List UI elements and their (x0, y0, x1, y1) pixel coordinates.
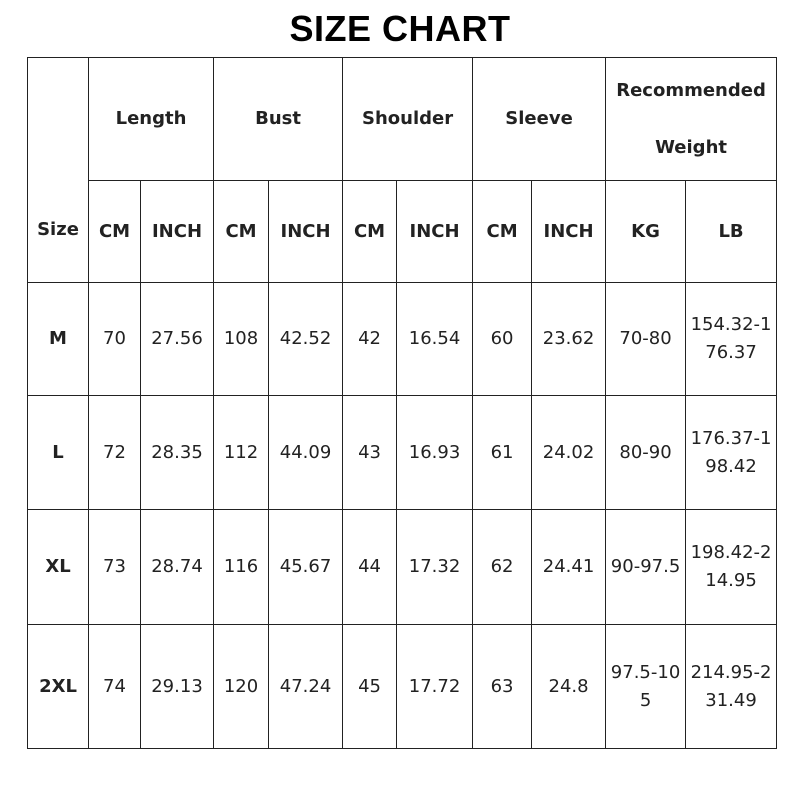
table-cell: 116 (213, 509, 270, 625)
table-cell: 28.35 (139, 395, 215, 510)
size-chart-table: Size Length Bust Shoulder Sleeve Recomme… (27, 57, 778, 749)
table-cell: 74 (88, 624, 141, 749)
page-title: SIZE CHART (289, 8, 511, 49)
table-cell: 24.41 (531, 509, 607, 625)
header-row-groups: Size Length Bust Shoulder Sleeve Recomme… (27, 57, 778, 283)
cell-text: 176.37-198.42 (690, 427, 772, 477)
table-cell: 72 (88, 395, 141, 510)
table-row: L 72 28.35 112 44.09 43 16.93 61 24.02 80-90 176.3… (27, 395, 778, 510)
cell-text: 214.95-231.49 (690, 661, 772, 711)
table-cell: 90-97.5 (605, 509, 687, 625)
header-size: Size (27, 57, 89, 283)
header-recommended-weight: Recommended Weight (605, 57, 778, 181)
table-cell: 112 (213, 395, 270, 510)
header-unit-inch: INCH (531, 180, 607, 283)
table-cell: 70-80 (605, 282, 687, 396)
header-length: Length (87, 57, 215, 181)
table-cell: 23.62 (531, 282, 607, 396)
table-cell: 97.5-105 (605, 624, 687, 749)
header-bust: Bust (213, 57, 344, 181)
header-unit-inch: INCH (139, 180, 215, 283)
cell-text: 80-90 (619, 441, 672, 463)
cell-text: 90-97.5 (610, 556, 681, 577)
table-cell: 17.72 (396, 624, 474, 749)
table-cell: 24.02 (531, 395, 607, 510)
table-cell: 44.09 (268, 395, 344, 510)
table-cell: 28.74 (139, 509, 215, 625)
header-unit-lb: LB (685, 180, 778, 283)
table-cell: 17.32 (396, 509, 474, 625)
header-unit-cm: CM (342, 180, 398, 283)
table-cell: 70 (88, 282, 141, 396)
table-cell: 198.42-214.95 (685, 509, 778, 625)
cell-text: 154.32-176.37 (690, 314, 772, 363)
table-cell: 108 (213, 282, 270, 396)
cell-text: 97.5-105 (610, 661, 681, 711)
table-cell: 154.32-176.37 (685, 282, 778, 396)
header-shoulder: Shoulder (342, 57, 474, 181)
size-label: XL (27, 509, 89, 625)
table-row: XL 73 28.74 116 45.67 44 17.32 62 24.41 90-97.5 19… (27, 509, 778, 625)
table-cell: 16.54 (396, 282, 474, 396)
size-label: 2XL (27, 624, 89, 749)
table-cell: 42 (342, 282, 398, 396)
table-cell: 45.67 (268, 509, 344, 625)
table-cell: 120 (213, 624, 270, 749)
header-row-units: CM INCH CM INCH CM INCH CM INCH KG LB (28, 180, 778, 283)
table-cell: 43 (342, 395, 398, 510)
table-cell: 44 (342, 509, 398, 625)
table-cell: 29.13 (139, 624, 215, 749)
header-unit-inch: INCH (268, 180, 344, 283)
table-cell: 176.37-198.42 (685, 395, 778, 510)
table-cell: 45 (342, 624, 398, 749)
cell-text: 198.42-214.95 (690, 542, 772, 591)
table-cell: 24.8 (531, 624, 607, 749)
table-cell: 214.95-231.49 (685, 624, 778, 749)
table-cell: 42.52 (268, 282, 344, 396)
size-label: L (27, 395, 89, 510)
header-unit-cm: CM (472, 180, 533, 283)
table-cell: 27.56 (139, 282, 215, 396)
cell-text: 70-80 (619, 328, 672, 349)
header-unit-inch: INCH (396, 180, 474, 283)
table-cell: 47.24 (268, 624, 344, 749)
table-cell: 63 (472, 624, 533, 749)
header-unit-kg: KG (605, 180, 687, 283)
table-row: M 70 27.56 108 42.52 42 16.54 60 23.62 70-80 154.3… (27, 282, 778, 396)
size-label: M (27, 282, 89, 396)
header-unit-cm: CM (88, 180, 141, 283)
table-cell: 60 (472, 282, 533, 396)
header-sleeve: Sleeve (472, 57, 607, 181)
table-cell: 16.93 (396, 395, 474, 510)
table-row: 2XL 74 29.13 120 47.24 45 17.72 63 24.8 97.5-105 2… (27, 624, 778, 749)
table-cell: 73 (88, 509, 141, 625)
table-cell: 61 (472, 395, 533, 510)
table-cell: 80-90 (605, 395, 687, 510)
table-cell: 62 (472, 509, 533, 625)
header-unit-cm: CM (213, 180, 270, 283)
